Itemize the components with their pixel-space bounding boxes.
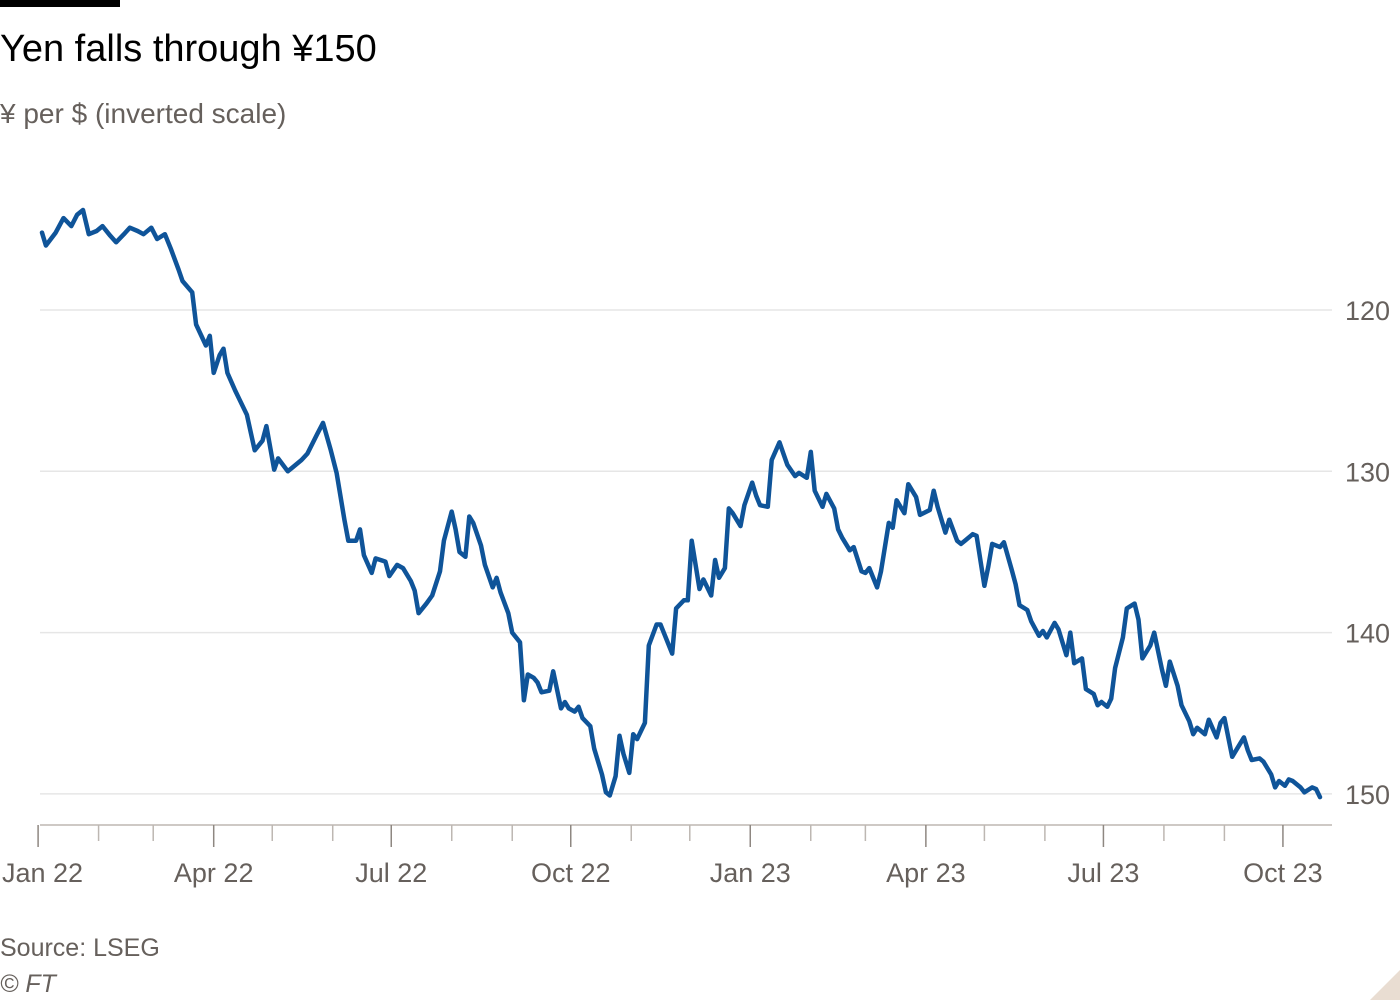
x-tick-label: Jul 22 [355, 858, 427, 888]
chart-title: Yen falls through ¥150 [0, 28, 377, 70]
x-tick-label: Oct 22 [531, 858, 611, 888]
x-tick-label: Jan 22 [2, 858, 83, 888]
y-tick-label: 150 [1345, 780, 1390, 810]
copyright-note: © FT [0, 970, 56, 998]
y-tick-label: 130 [1345, 457, 1390, 487]
series-line [39, 207, 1323, 800]
x-tick-label: Apr 22 [174, 858, 254, 888]
source-note: Source: LSEG [0, 934, 160, 962]
x-tick-label: Apr 23 [886, 858, 966, 888]
y-tick-label: 120 [1345, 296, 1390, 326]
x-tick-label: Oct 23 [1243, 858, 1323, 888]
chart-subtitle: ¥ per $ (inverted scale) [0, 98, 287, 129]
y-tick-label: 140 [1345, 619, 1390, 649]
x-tick-label: Jan 23 [710, 858, 791, 888]
x-tick-label: Jul 23 [1067, 858, 1139, 888]
corner-fold-decoration [1370, 970, 1400, 1000]
brand-top-bar [0, 0, 120, 7]
